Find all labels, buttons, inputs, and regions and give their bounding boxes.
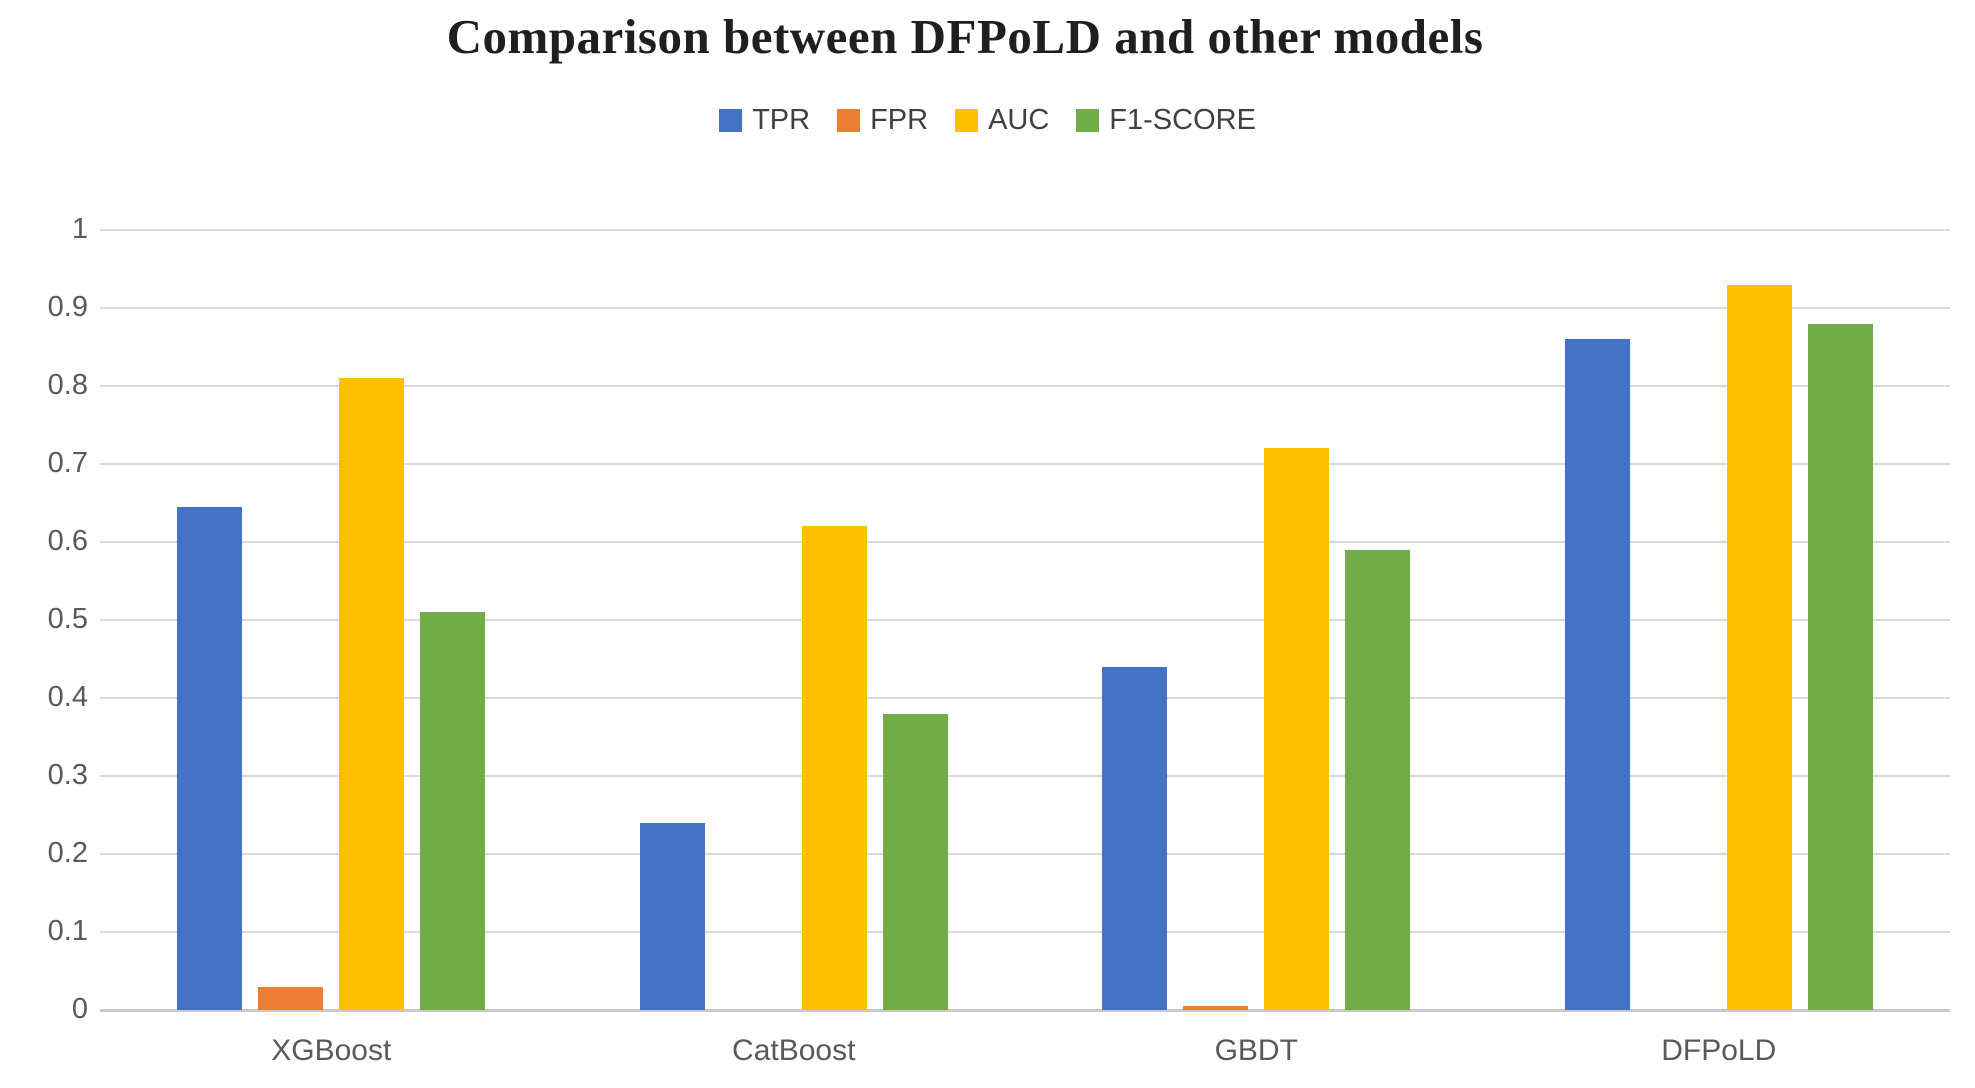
bar-fpr-gbdt — [1183, 1006, 1248, 1010]
chart-title: Comparison between DFPoLD and other mode… — [446, 9, 1484, 64]
y-tick-label: 0.9 — [47, 291, 88, 323]
bar-auc-catboost — [802, 526, 867, 1010]
x-category-label: XGBoost — [271, 1034, 392, 1067]
y-tick-label: 1 — [71, 213, 88, 245]
y-tick-label: 0.4 — [47, 681, 88, 713]
legend-swatch-auc — [955, 109, 979, 132]
bar-f1-score-catboost — [883, 714, 948, 1010]
gridline — [100, 463, 1950, 465]
y-tick-label: 0.3 — [47, 759, 88, 791]
legend-label: AUC — [988, 104, 1050, 136]
bar-auc-gbdt — [1264, 448, 1329, 1010]
gridline — [100, 697, 1950, 699]
gridline — [100, 775, 1950, 777]
gridline — [100, 229, 1950, 231]
bar-tpr-gbdt — [1102, 667, 1167, 1010]
legend-item-f1-score: F1-SCORE — [1076, 104, 1256, 137]
y-tick-label: 0.1 — [47, 915, 88, 947]
legend-swatch-tpr — [719, 109, 743, 132]
bar-fpr-xgboost — [258, 987, 323, 1010]
legend-label: FPR — [870, 104, 929, 136]
bar-f1-score-dfpold — [1808, 324, 1873, 1010]
gridline — [100, 619, 1950, 621]
gridline — [100, 307, 1950, 309]
legend-item-tpr: TPR — [719, 104, 810, 137]
legend-swatch-fpr — [837, 109, 861, 132]
gridline — [100, 385, 1950, 387]
x-axis-line — [100, 1009, 1950, 1012]
bar-f1-score-gbdt — [1345, 550, 1410, 1010]
bar-tpr-dfpold — [1565, 339, 1630, 1010]
legend: TPR FPR AUC F1-SCORE — [0, 104, 1975, 137]
y-tick-label: 0 — [71, 993, 88, 1025]
legend-label: TPR — [752, 104, 811, 136]
bar-f1-score-xgboost — [420, 612, 485, 1010]
x-category-label: CatBoost — [732, 1034, 856, 1067]
legend-item-fpr: FPR — [837, 104, 928, 137]
gridline — [100, 853, 1950, 855]
legend-item-auc: AUC — [955, 104, 1049, 137]
gridline — [100, 541, 1950, 543]
y-tick-label: 0.5 — [47, 603, 88, 635]
y-tick-label: 0.7 — [47, 447, 88, 479]
y-tick-label: 0.8 — [47, 369, 88, 401]
y-tick-label: 0.2 — [47, 837, 88, 869]
x-category-label: GBDT — [1214, 1034, 1298, 1067]
bar-auc-dfpold — [1727, 285, 1792, 1010]
x-category-label: DFPoLD — [1661, 1034, 1777, 1067]
legend-label: F1-SCORE — [1109, 104, 1256, 136]
bar-auc-xgboost — [339, 378, 404, 1010]
bar-tpr-xgboost — [177, 507, 242, 1010]
legend-swatch-f1-score — [1076, 109, 1100, 132]
gridline — [100, 931, 1950, 933]
bar-tpr-catboost — [640, 823, 705, 1010]
y-tick-label: 0.6 — [47, 525, 88, 557]
